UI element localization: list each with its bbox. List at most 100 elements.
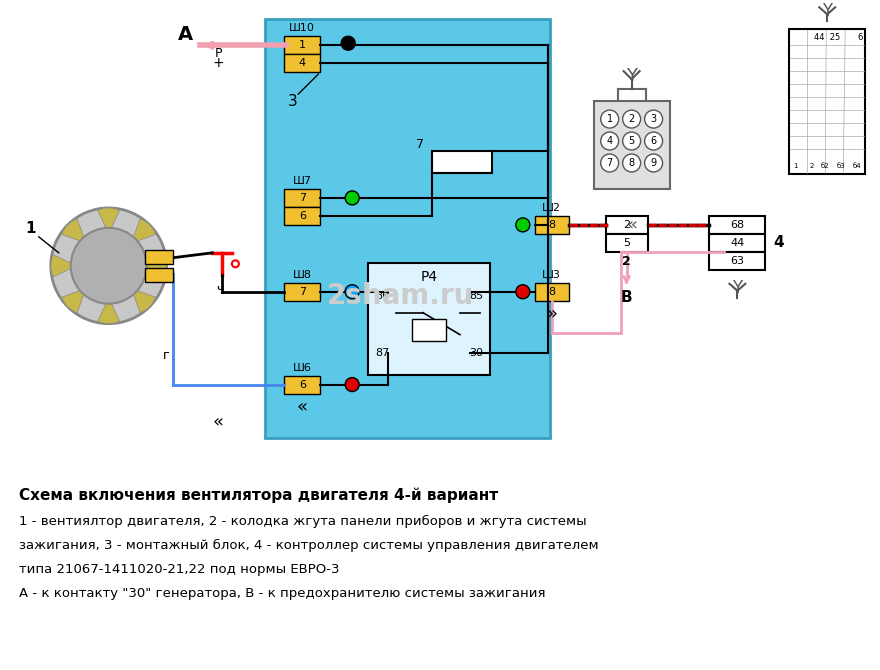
Text: б4: б4: [853, 163, 862, 169]
Text: 2: 2: [623, 220, 630, 230]
Bar: [594, 101, 670, 189]
Text: 4: 4: [606, 136, 612, 146]
Text: 85: 85: [469, 291, 483, 301]
Bar: [284, 283, 320, 301]
Text: В: В: [620, 290, 633, 306]
Text: 7: 7: [298, 287, 306, 297]
Text: 8: 8: [548, 287, 555, 297]
Text: Y: Y: [822, 2, 832, 20]
Text: Y: Y: [732, 279, 743, 297]
Text: 1: 1: [606, 114, 612, 124]
Bar: [144, 250, 172, 264]
Text: Ш7: Ш7: [293, 176, 312, 186]
Text: 2: 2: [622, 255, 631, 268]
Text: Ш3: Ш3: [542, 270, 561, 280]
Wedge shape: [51, 255, 77, 277]
Text: ч: ч: [216, 283, 224, 296]
Text: 44: 44: [730, 238, 744, 248]
Bar: [284, 54, 320, 72]
Text: 1: 1: [299, 40, 305, 50]
Circle shape: [645, 154, 663, 172]
Circle shape: [341, 36, 356, 50]
Text: +: +: [213, 56, 224, 70]
Bar: [709, 216, 766, 234]
Text: 6: 6: [650, 136, 656, 146]
Bar: [284, 207, 320, 225]
Bar: [368, 263, 490, 375]
Circle shape: [51, 208, 166, 324]
Wedge shape: [98, 297, 120, 324]
Circle shape: [623, 154, 641, 172]
Text: 63: 63: [730, 256, 744, 266]
Circle shape: [623, 110, 641, 128]
Text: 2: 2: [628, 114, 634, 124]
Text: А: А: [178, 25, 193, 44]
Circle shape: [345, 191, 359, 205]
Bar: [412, 319, 446, 340]
Text: 3: 3: [650, 114, 656, 124]
Text: »: »: [546, 306, 557, 324]
Text: «: «: [627, 216, 637, 234]
Text: зажигания, 3 - монтажный блок, 4 - контроллер системы управления двигателем: зажигания, 3 - монтажный блок, 4 - контр…: [18, 539, 598, 552]
Text: «: «: [213, 413, 224, 431]
Wedge shape: [131, 288, 156, 313]
Text: 5: 5: [623, 238, 630, 248]
Circle shape: [345, 285, 359, 299]
Text: 30: 30: [469, 348, 483, 358]
Wedge shape: [98, 208, 120, 234]
Circle shape: [601, 110, 619, 128]
Bar: [789, 29, 865, 174]
Text: Ш10: Ш10: [290, 23, 315, 34]
Bar: [535, 283, 568, 301]
Text: 7: 7: [606, 158, 612, 168]
Text: 6: 6: [299, 211, 305, 221]
Wedge shape: [62, 288, 86, 313]
Text: Y: Y: [627, 67, 637, 85]
Wedge shape: [131, 219, 156, 243]
Circle shape: [516, 218, 530, 232]
Text: 6: 6: [299, 379, 305, 389]
Circle shape: [345, 378, 359, 391]
Text: б2: б2: [821, 163, 830, 169]
Text: «: «: [297, 399, 308, 417]
Text: 1: 1: [26, 221, 36, 237]
Text: Ш2: Ш2: [542, 203, 561, 213]
Text: Схема включения вентилятора двигателя 4-й вариант: Схема включения вентилятора двигателя 4-…: [18, 487, 498, 503]
Wedge shape: [141, 255, 166, 277]
Wedge shape: [62, 219, 86, 243]
Text: Р: Р: [215, 47, 222, 60]
Text: б3: б3: [837, 163, 846, 169]
Bar: [266, 19, 550, 438]
Text: А - к контакту "30" генератора, В - к предохранителю системы зажигания: А - к контакту "30" генератора, В - к пр…: [18, 587, 546, 600]
Bar: [709, 252, 766, 270]
Bar: [709, 234, 766, 252]
Circle shape: [645, 110, 663, 128]
Text: Ш6: Ш6: [293, 362, 312, 373]
Circle shape: [70, 228, 147, 304]
Circle shape: [232, 261, 238, 267]
Text: г: г: [163, 349, 170, 362]
Text: Ш8: Ш8: [293, 270, 312, 280]
Bar: [284, 189, 320, 207]
Circle shape: [516, 285, 530, 299]
Bar: [284, 36, 320, 54]
Circle shape: [601, 154, 619, 172]
Bar: [605, 216, 648, 234]
Circle shape: [601, 132, 619, 150]
Bar: [284, 376, 320, 393]
Circle shape: [645, 132, 663, 150]
Text: 4: 4: [774, 235, 784, 251]
Text: 8: 8: [548, 220, 555, 230]
Text: 87: 87: [375, 348, 389, 358]
Text: 44  25: 44 25: [814, 33, 840, 42]
Bar: [432, 151, 492, 173]
Text: 1 - вентиялтор двигателя, 2 - колодка жгута панели приборов и жгута системы: 1 - вентиялтор двигателя, 2 - колодка жг…: [18, 515, 586, 529]
Bar: [144, 268, 172, 282]
Text: 2sham.ru: 2sham.ru: [326, 281, 473, 310]
Circle shape: [623, 132, 641, 150]
Text: 6: 6: [857, 33, 863, 42]
Text: Р4: Р4: [421, 270, 437, 284]
Text: 1: 1: [793, 163, 797, 169]
Text: 4: 4: [298, 58, 306, 68]
Text: 2: 2: [809, 163, 813, 169]
